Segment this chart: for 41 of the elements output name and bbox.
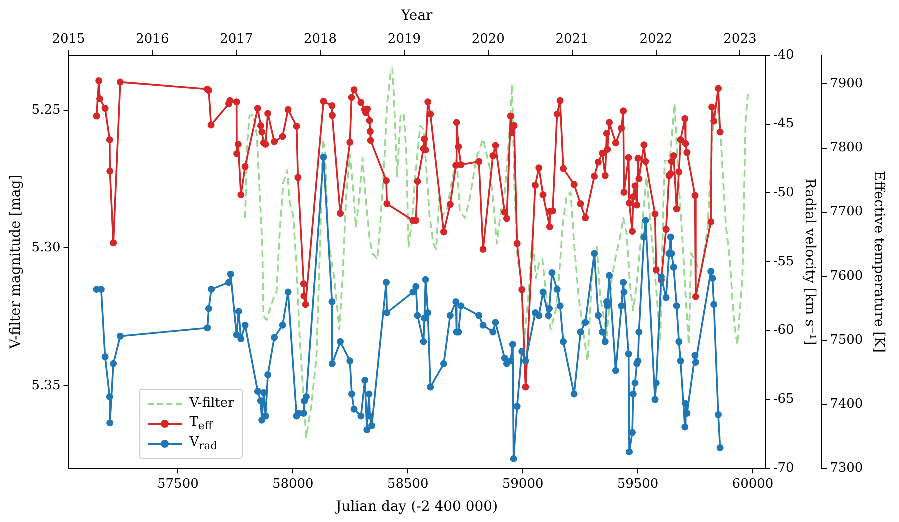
y3-axis-title: Effective temperature [K] xyxy=(870,171,887,353)
y-tick-label: 5.25 xyxy=(32,102,61,118)
x-axis-title: Julian day (-2 400 000) xyxy=(334,499,498,516)
legend-label: T$_{eff}$ xyxy=(190,414,213,432)
y2-tick-label: -60 xyxy=(773,323,794,338)
y2-axis-title: Radial velocity [km s⁻¹] xyxy=(802,178,818,346)
y3-tick-label: 7700 xyxy=(830,204,864,220)
x2-tick-label: 2021 xyxy=(556,32,589,47)
x2-tick-label: 2016 xyxy=(136,32,170,47)
x-tick-label: 58000 xyxy=(272,476,314,492)
x2-tick-label: 2015 xyxy=(52,32,86,47)
y2-tick-label: -55 xyxy=(773,254,794,270)
y3-tick-label: 7600 xyxy=(830,268,864,284)
x2-tick-label: 2017 xyxy=(220,32,254,47)
x-tick-label: 60000 xyxy=(732,476,774,492)
y2-tick-label: -50 xyxy=(773,186,794,201)
y2-tick-label: -70 xyxy=(773,460,794,476)
y2-tick-label: -45 xyxy=(773,116,794,132)
y3-tick-label: 7900 xyxy=(830,76,864,92)
y-tick-label: 5.30 xyxy=(32,240,61,256)
x-tick-label: 59000 xyxy=(502,476,544,492)
y2-tick-label: -40 xyxy=(773,48,794,63)
x2-tick-label: 2023 xyxy=(724,32,757,47)
y3-tick-label: 7800 xyxy=(830,140,864,156)
x2-axis-title: Year xyxy=(400,8,434,24)
legend-label: V-filter xyxy=(190,396,234,412)
x2-tick-label: 2019 xyxy=(388,32,422,47)
y-axis-title: V-filter magnitude [mag] xyxy=(8,174,24,350)
x-tick-label: 57500 xyxy=(158,476,199,492)
x-tick-label: 59500 xyxy=(617,476,659,492)
y3-tick-label: 7300 xyxy=(830,460,864,476)
line-series xyxy=(244,68,750,438)
x2-tick-label: 2022 xyxy=(640,32,673,47)
y-tick-label: 5.35 xyxy=(32,378,61,394)
x2-tick-label: 2018 xyxy=(304,32,338,47)
x-tick-label: 58500 xyxy=(387,476,429,492)
x2-tick-label: 2020 xyxy=(472,32,505,47)
y3-tick-label: 7500 xyxy=(830,332,864,348)
y2-tick-label: -65 xyxy=(773,392,794,408)
legend-label: V$_{rad}$ xyxy=(190,434,218,452)
y3-tick-label: 7400 xyxy=(830,396,864,412)
